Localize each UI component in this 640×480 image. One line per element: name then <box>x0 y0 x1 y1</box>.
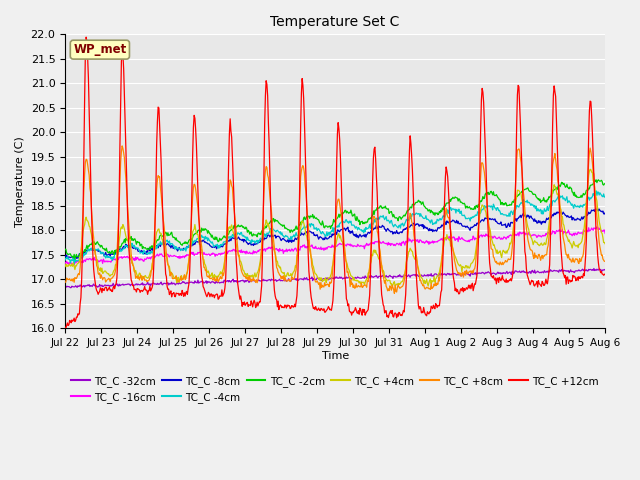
Y-axis label: Temperature (C): Temperature (C) <box>15 136 25 227</box>
Text: WP_met: WP_met <box>73 43 127 56</box>
X-axis label: Time: Time <box>321 351 349 361</box>
Title: Temperature Set C: Temperature Set C <box>271 15 400 29</box>
Legend: TC_C -32cm, TC_C -16cm, TC_C -8cm, TC_C -4cm, TC_C -2cm, TC_C +4cm, TC_C +8cm, T: TC_C -32cm, TC_C -16cm, TC_C -8cm, TC_C … <box>67 372 603 407</box>
